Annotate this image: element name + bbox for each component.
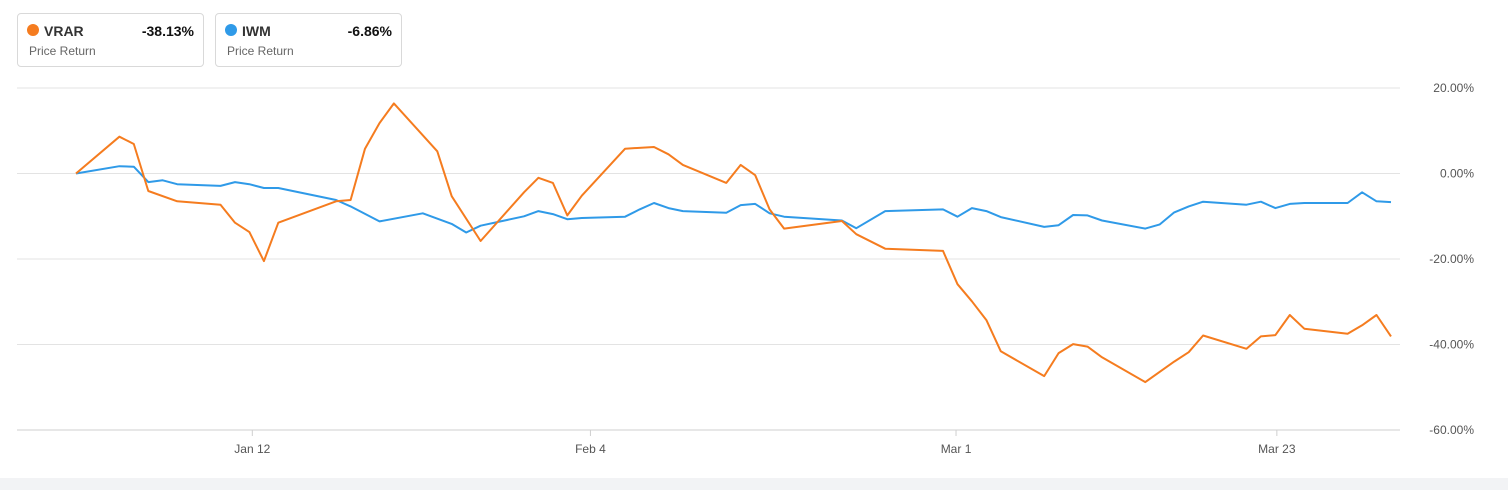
bottom-bar <box>0 478 1508 490</box>
price-return-chart[interactable]: 20.00% 0.00% -20.00% -40.00% -60.00% Jan 12 F… <box>0 0 1508 478</box>
legend-value: -6.86% <box>347 23 392 39</box>
x-tick-label: Mar 1 <box>941 442 972 456</box>
legend-subtitle: Price Return <box>227 44 294 58</box>
series-line-vrar[interactable] <box>75 102 1392 384</box>
y-tick-label: -60.00% <box>1429 423 1474 437</box>
legend-card-vrar[interactable]: VRAR -38.13% Price Return <box>17 13 204 67</box>
y-tick-label: 0.00% <box>1440 167 1474 181</box>
vrar-color-dot <box>27 24 39 36</box>
gridlines <box>17 87 1400 431</box>
legend-value: -38.13% <box>141 23 194 39</box>
y-tick-label: -40.00% <box>1429 338 1474 352</box>
y-axis-ticks: 20.00% 0.00% -20.00% -40.00% -60.00% <box>1429 81 1474 437</box>
series-line-iwm[interactable] <box>75 165 1392 234</box>
x-tick-label: Feb 4 <box>575 442 606 456</box>
series-lines <box>75 102 1392 384</box>
legend-ticker: IWM <box>242 23 271 39</box>
y-tick-label: -20.00% <box>1429 252 1474 266</box>
legend-subtitle: Price Return <box>29 44 96 58</box>
x-axis-ticks: Jan 12 Feb 4 Mar 1 Mar 23 <box>234 430 1296 456</box>
legend-ticker: VRAR <box>44 23 84 39</box>
y-tick-label: 20.00% <box>1433 81 1474 95</box>
iwm-color-dot <box>225 24 237 36</box>
legend-card-iwm[interactable]: IWM -6.86% Price Return <box>215 13 402 67</box>
x-tick-label: Jan 12 <box>234 442 270 456</box>
x-tick-label: Mar 23 <box>1258 442 1296 456</box>
